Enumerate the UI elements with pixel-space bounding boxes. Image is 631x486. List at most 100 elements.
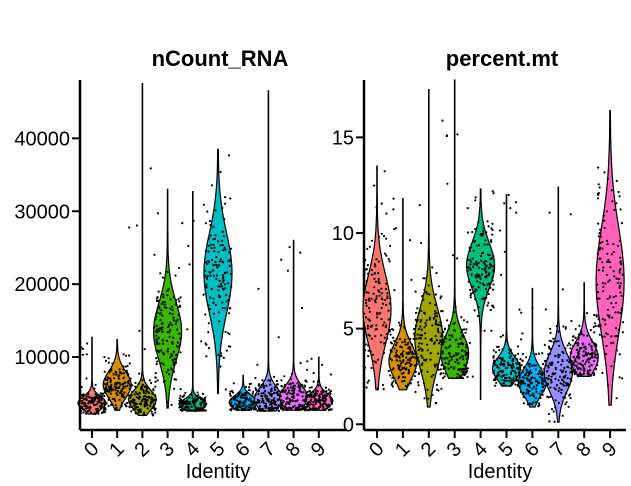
jitter-point (391, 385, 394, 388)
jitter-point (242, 396, 245, 399)
jitter-point (492, 372, 496, 375)
jitter-point (508, 352, 511, 355)
jitter-point (444, 372, 447, 375)
y-tick-label: 10 (332, 223, 354, 245)
x-tick-label: 4 (469, 438, 492, 461)
jitter-point (147, 391, 151, 395)
jitter-point (151, 396, 154, 399)
jitter-point (368, 299, 371, 302)
jitter-point (491, 228, 494, 232)
jitter-point (156, 212, 159, 215)
jitter-point (220, 282, 223, 285)
jitter-point (153, 398, 156, 401)
jitter-point (218, 279, 221, 282)
jitter-point (371, 353, 374, 356)
jitter-point (115, 406, 118, 409)
jitter-point (619, 291, 622, 294)
jitter-point (222, 356, 225, 359)
jitter-point (205, 276, 208, 279)
jitter-point (194, 395, 198, 398)
jitter-point (226, 271, 229, 274)
jitter-point (261, 379, 264, 382)
jitter-point (285, 393, 288, 396)
jitter-point (215, 274, 219, 277)
jitter-point (548, 211, 551, 214)
jitter-point (394, 381, 397, 384)
jitter-point (487, 225, 490, 228)
jitter-point (258, 383, 261, 386)
y-tick-label: 20000 (14, 274, 70, 296)
jitter-point (229, 394, 232, 397)
jitter-point (522, 395, 525, 399)
jitter-point (367, 344, 370, 347)
jitter-point (273, 386, 276, 389)
jitter-point (498, 229, 502, 232)
jitter-point (124, 403, 127, 406)
jitter-point (573, 359, 576, 362)
jitter-point (87, 402, 90, 405)
violin-0 (77, 336, 107, 415)
jitter-point (583, 363, 587, 366)
jitter-point (244, 385, 248, 389)
jitter-point (414, 390, 417, 394)
jitter-point (468, 258, 471, 262)
jitter-point (116, 381, 119, 384)
jitter-point (541, 377, 544, 380)
jitter-point (172, 296, 176, 299)
jitter-point (276, 407, 279, 410)
jitter-point (122, 396, 126, 399)
jitter-point (405, 361, 409, 364)
jitter-point (375, 297, 378, 300)
jitter-point (477, 244, 481, 247)
jitter-point (224, 330, 227, 333)
jitter-point (137, 408, 140, 412)
jitter-point (254, 408, 257, 411)
jitter-point (157, 336, 160, 339)
jitter-point (270, 395, 273, 398)
jitter-point (217, 311, 221, 314)
jitter-point (468, 341, 471, 344)
jitter-point (558, 354, 561, 357)
jitter-point (161, 330, 164, 333)
jitter-point (154, 372, 157, 375)
jitter-point (385, 282, 388, 285)
chart-title: percent.mt (446, 46, 559, 71)
jitter-point (464, 331, 467, 334)
jitter-point (487, 292, 490, 296)
jitter-point (439, 335, 442, 338)
jitter-point (492, 378, 496, 382)
jitter-point (145, 388, 148, 391)
jitter-point (186, 401, 189, 404)
jitter-point (312, 371, 315, 375)
jitter-point (160, 328, 163, 331)
jitter-point (158, 351, 161, 354)
jitter-point (596, 353, 599, 356)
jitter-point (558, 344, 561, 347)
jitter-point (230, 404, 233, 407)
jitter-point (88, 400, 91, 403)
jitter-point (257, 398, 260, 401)
jitter-point (571, 339, 574, 342)
jitter-point (217, 251, 220, 254)
jitter-point (526, 403, 530, 406)
jitter-point (545, 376, 548, 380)
jitter-point (409, 382, 412, 385)
jitter-point (175, 361, 178, 364)
jitter-point (469, 263, 472, 266)
jitter-point (203, 274, 206, 277)
jitter-point (181, 404, 184, 408)
jitter-point (383, 170, 386, 173)
jitter-point (228, 332, 231, 336)
jitter-point (275, 383, 278, 386)
jitter-point (450, 355, 453, 358)
jitter-point (318, 396, 322, 399)
jitter-point (265, 384, 268, 387)
jitter-point (120, 401, 124, 404)
jitter-point (612, 270, 615, 273)
jitter-point (280, 385, 283, 388)
jitter-point (314, 402, 317, 405)
jitter-point (451, 334, 454, 337)
jitter-point (207, 322, 210, 325)
jitter-point (420, 354, 423, 357)
jitter-point (134, 412, 137, 415)
